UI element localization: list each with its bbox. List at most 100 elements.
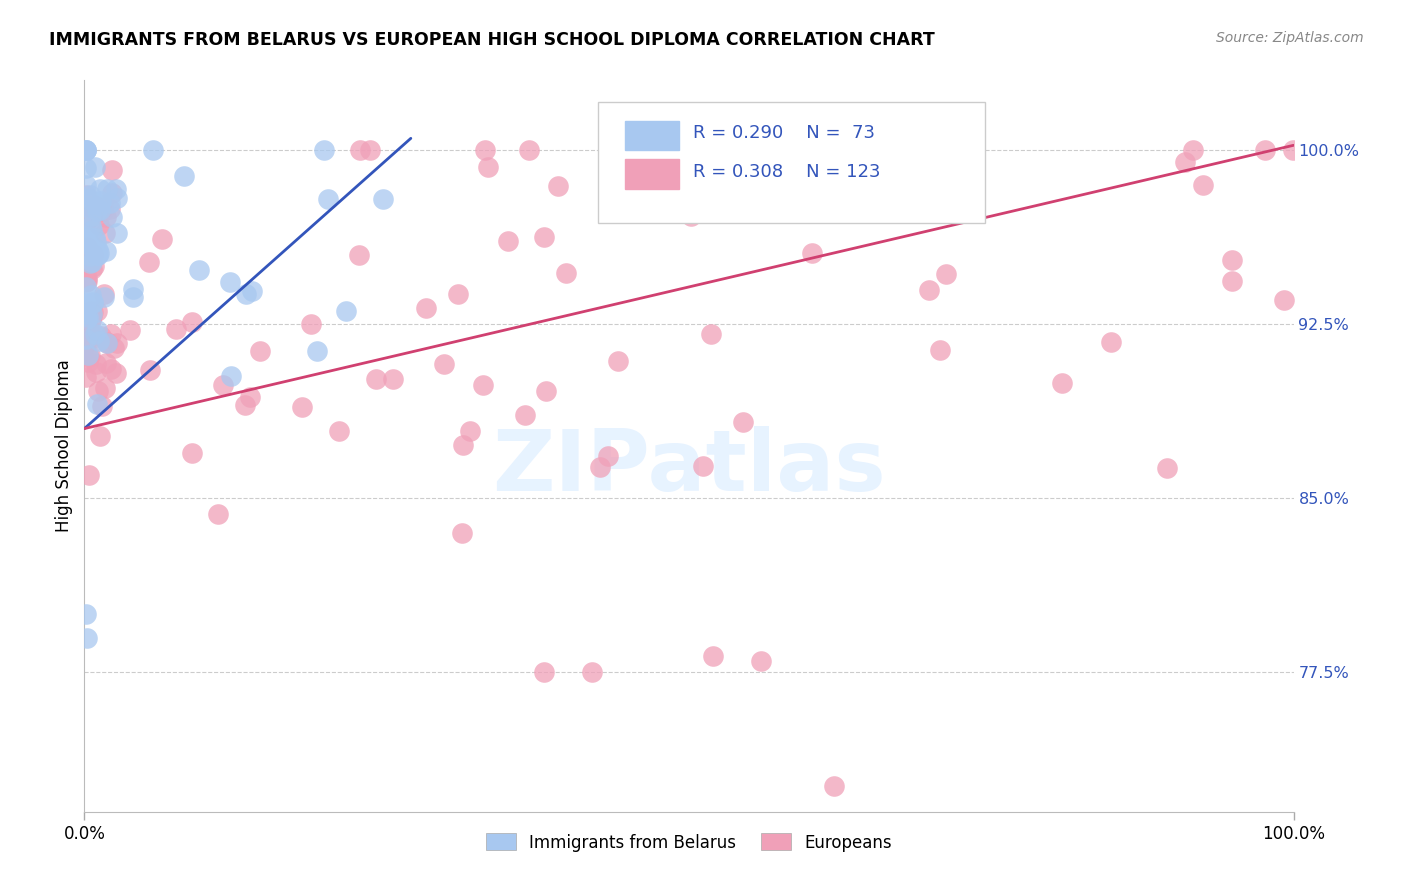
Point: [477, 160, 499, 174]
Point: [554, 266, 576, 280]
Point: [82, 296, 104, 310]
Point: [312, 143, 335, 157]
Point: [96, 335, 118, 350]
Point: [180, 315, 202, 329]
Point: [75, 607, 97, 622]
Point: [233, 398, 256, 412]
Point: [83, 160, 105, 174]
Point: [83, 246, 105, 260]
Point: [917, 143, 939, 157]
Point: [139, 362, 162, 376]
Point: [98, 195, 121, 210]
Point: [101, 163, 124, 178]
Point: [103, 341, 125, 355]
Point: [76, 271, 98, 285]
Point: [76, 348, 98, 362]
Point: [75, 275, 97, 289]
Point: [235, 287, 257, 301]
Point: [77, 355, 100, 369]
Point: [86, 323, 108, 337]
Point: [187, 262, 209, 277]
Point: [121, 290, 143, 304]
Point: [82, 309, 104, 323]
Point: [83, 197, 105, 211]
Point: [100, 362, 122, 376]
Point: [89, 329, 111, 343]
Point: [77, 321, 100, 335]
Point: [89, 334, 111, 348]
Point: [86, 248, 108, 262]
Point: [82, 330, 104, 344]
Point: [86, 365, 108, 379]
Point: [105, 336, 128, 351]
Point: [100, 186, 122, 200]
Point: [75, 307, 97, 321]
Point: [533, 230, 555, 244]
Point: [93, 287, 115, 301]
Point: [89, 429, 111, 443]
Point: [80, 255, 103, 269]
Point: [80, 304, 103, 318]
Point: [87, 384, 110, 398]
Point: [335, 303, 357, 318]
Point: [89, 202, 111, 217]
Point: [90, 194, 112, 209]
Point: [83, 231, 105, 245]
Point: [75, 200, 97, 214]
Point: [716, 143, 738, 157]
Point: [1254, 143, 1277, 157]
Point: [87, 243, 110, 257]
Point: [82, 294, 104, 309]
Point: [75, 187, 97, 202]
Point: [349, 247, 371, 261]
FancyBboxPatch shape: [624, 120, 679, 150]
Point: [75, 178, 97, 192]
Point: [75, 369, 97, 384]
Point: [80, 219, 103, 234]
Point: [692, 458, 714, 473]
FancyBboxPatch shape: [624, 160, 679, 188]
Point: [472, 378, 495, 392]
Point: [89, 198, 111, 212]
Point: [86, 303, 108, 318]
Point: [84, 326, 107, 341]
Point: [82, 249, 104, 263]
Point: [77, 350, 100, 364]
Point: [207, 507, 229, 521]
Point: [80, 200, 103, 214]
Point: [104, 366, 127, 380]
Point: [496, 235, 519, 249]
Point: [76, 240, 98, 254]
Point: [86, 397, 108, 411]
Point: [219, 369, 242, 384]
Point: [606, 354, 628, 368]
Point: [305, 343, 328, 358]
Point: [731, 415, 754, 429]
Point: [75, 333, 97, 347]
Point: [80, 288, 103, 302]
Point: [83, 259, 105, 273]
Point: [299, 318, 322, 332]
Point: [291, 400, 314, 414]
Point: [98, 202, 121, 216]
Point: [1192, 178, 1215, 193]
Point: [80, 261, 103, 276]
Point: [94, 226, 117, 240]
Point: [1174, 154, 1197, 169]
Point: [316, 193, 339, 207]
Point: [328, 424, 350, 438]
Point: [450, 525, 472, 540]
Point: [100, 210, 122, 224]
Point: [533, 665, 555, 680]
Point: [679, 209, 702, 223]
Point: [118, 323, 141, 337]
Point: [359, 143, 381, 157]
Point: [76, 631, 98, 645]
Point: [96, 335, 118, 350]
Point: [349, 143, 371, 157]
Point: [77, 237, 100, 252]
Text: IMMIGRANTS FROM BELARUS VS EUROPEAN HIGH SCHOOL DIPLOMA CORRELATION CHART: IMMIGRANTS FROM BELARUS VS EUROPEAN HIGH…: [49, 31, 935, 49]
Point: [823, 779, 845, 793]
Point: [832, 143, 855, 157]
Point: [820, 201, 842, 215]
